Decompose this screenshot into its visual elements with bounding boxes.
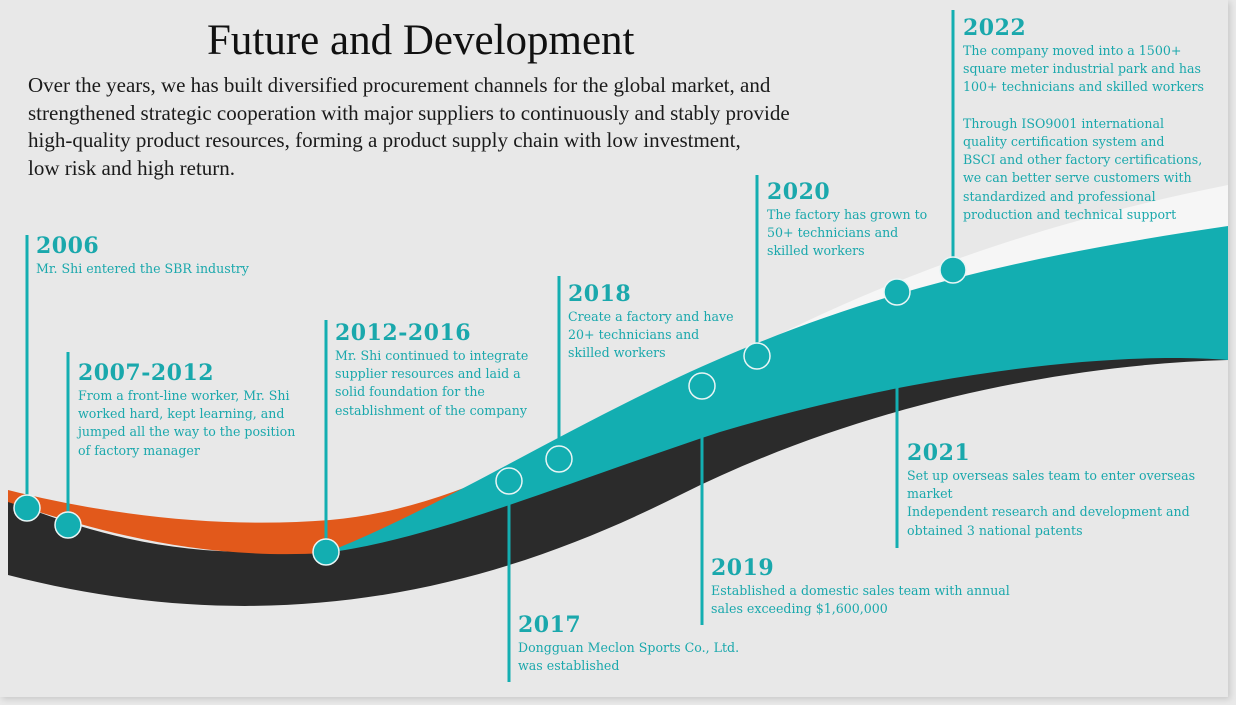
milestone-dot-2017 <box>495 467 523 495</box>
event-text: The factory has grown to 50+ technicians… <box>767 207 928 259</box>
event-year: 2017 <box>518 612 582 638</box>
milestone-dot-2022 <box>939 256 967 284</box>
event-text: Mr. Shi entered the SBR industry <box>36 261 249 276</box>
event-2012-2016: 2012-2016 Mr. Shi continued to integrate… <box>335 319 528 420</box>
event-2022: 2022 The company moved into a 1500+ squa… <box>963 14 1204 224</box>
event-text: Create a factory and have 20+ technician… <box>568 309 734 361</box>
white-highlight-band <box>560 185 1228 462</box>
milestone-dot-2021 <box>883 278 911 306</box>
event-year: 2019 <box>711 555 775 581</box>
milestone-dot-2006 <box>13 494 41 522</box>
event-year: 2012-2016 <box>335 320 472 346</box>
milestone-dot-2018 <box>545 445 573 473</box>
connector-lines <box>25 10 955 682</box>
event-2007-2012: 2007-2012 From a front-line worker, Mr. … <box>78 359 295 460</box>
event-text: Mr. Shi continued to integrate supplier … <box>335 348 529 418</box>
intro-line: Over the years, we has built diversified… <box>28 73 771 97</box>
event-text: Dongguan Meclon Sports Co., Ltd. was est… <box>518 640 740 674</box>
intro-paragraph: Over the years, we has built diversified… <box>28 72 948 182</box>
event-2006: 2006 Mr. Shi entered the SBR industry <box>36 232 249 278</box>
event-text: The company moved into a 1500+ square me… <box>963 43 1204 222</box>
teal-band <box>325 226 1228 553</box>
milestone-dot-2012 <box>312 538 340 566</box>
event-year: 2022 <box>963 15 1027 41</box>
event-2018: 2018 Create a factory and have 20+ techn… <box>568 280 734 363</box>
event-year: 2007-2012 <box>78 360 215 386</box>
event-year: 2018 <box>568 281 632 307</box>
event-text: Established a domestic sales team with a… <box>711 583 1010 617</box>
page-title: Future and Development <box>207 17 635 64</box>
milestone-dot-2007 <box>54 511 82 539</box>
event-2019: 2019 Established a domestic sales team w… <box>711 554 1010 618</box>
event-2020: 2020 The factory has grown to 50+ techni… <box>767 178 927 261</box>
milestone-dot-2019 <box>688 372 716 400</box>
event-year: 2006 <box>36 233 100 259</box>
event-text: Set up overseas sales team to enter over… <box>907 468 1196 538</box>
event-text: From a front-line worker, Mr. Shi worked… <box>78 388 296 458</box>
event-2017: 2017 Dongguan Meclon Sports Co., Ltd. wa… <box>518 611 739 675</box>
event-2021: 2021 Set up overseas sales team to enter… <box>907 439 1195 540</box>
event-year: 2021 <box>907 440 971 466</box>
dark-band <box>8 354 1228 606</box>
intro-line: low risk and high return. <box>28 155 236 180</box>
event-year: 2020 <box>767 179 831 205</box>
milestone-dot-2020 <box>743 342 771 370</box>
intro-line: high-quality product resources, forming … <box>28 128 741 152</box>
intro-line: strengthened strategic cooperation with … <box>28 100 790 125</box>
orange-band <box>8 392 662 555</box>
